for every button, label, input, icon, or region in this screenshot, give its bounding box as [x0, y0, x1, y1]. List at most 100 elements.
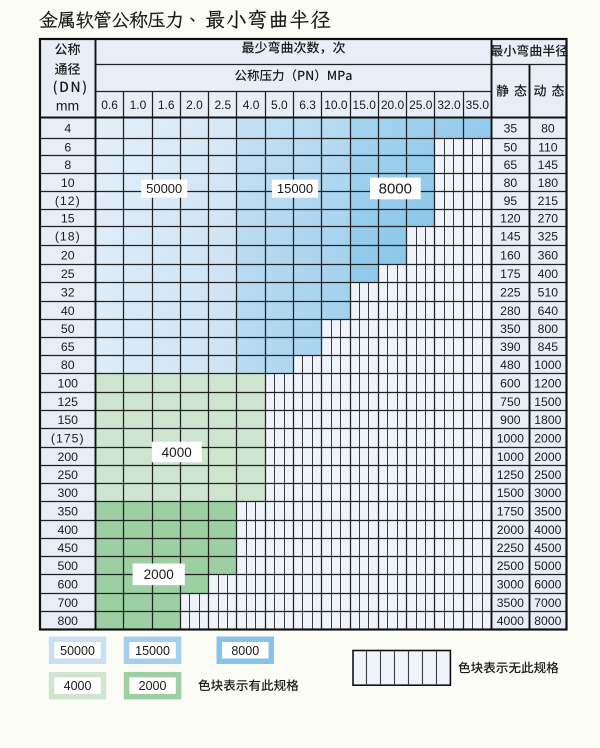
svg-text:0.6: 0.6	[101, 98, 118, 112]
svg-text:1.0: 1.0	[130, 98, 147, 112]
svg-text:80: 80	[504, 176, 518, 190]
svg-text:2.5: 2.5	[214, 98, 231, 112]
svg-text:80: 80	[541, 121, 555, 135]
svg-text:350: 350	[57, 504, 78, 518]
svg-text:50000: 50000	[60, 644, 95, 658]
svg-text:510: 510	[538, 285, 559, 299]
svg-text:40: 40	[61, 304, 75, 318]
svg-text:640: 640	[538, 304, 559, 318]
svg-text:35: 35	[504, 121, 518, 135]
svg-text:6.3: 6.3	[299, 98, 316, 112]
svg-text:20.0: 20.0	[381, 98, 405, 112]
svg-text:6000: 6000	[534, 577, 561, 591]
svg-text:5.0: 5.0	[271, 98, 288, 112]
svg-text:2500: 2500	[497, 559, 524, 573]
svg-text:300: 300	[57, 486, 78, 500]
svg-text:4000: 4000	[534, 523, 561, 537]
svg-text:700: 700	[57, 596, 78, 610]
svg-text:480: 480	[500, 358, 521, 372]
svg-text:6: 6	[64, 140, 71, 154]
svg-text:120: 120	[500, 211, 521, 225]
svg-text:280: 280	[500, 304, 521, 318]
svg-text:32.0: 32.0	[437, 98, 461, 112]
svg-text:2.0: 2.0	[186, 98, 203, 112]
svg-text:35.0: 35.0	[466, 98, 490, 112]
svg-text:400: 400	[538, 267, 559, 281]
svg-text:15000: 15000	[277, 181, 313, 196]
svg-text:32: 32	[61, 285, 75, 299]
svg-text:800: 800	[57, 614, 78, 628]
svg-text:2000: 2000	[139, 679, 167, 693]
svg-text:mm: mm	[56, 97, 79, 113]
svg-text:25.0: 25.0	[409, 98, 433, 112]
svg-text:180: 180	[538, 176, 559, 190]
svg-text:4: 4	[64, 121, 71, 135]
svg-text:150: 150	[57, 413, 78, 427]
svg-text:50000: 50000	[146, 181, 182, 196]
svg-text:4000: 4000	[162, 445, 192, 460]
svg-text:125: 125	[57, 395, 78, 409]
svg-text:450: 450	[57, 541, 78, 555]
svg-text:8000: 8000	[534, 614, 561, 628]
svg-text:95: 95	[504, 194, 518, 208]
svg-text:400: 400	[57, 523, 78, 537]
svg-text:2000: 2000	[534, 450, 561, 464]
svg-text:4000: 4000	[497, 614, 524, 628]
svg-text:110: 110	[538, 140, 558, 154]
svg-text:65: 65	[504, 158, 518, 172]
svg-text:2250: 2250	[497, 541, 524, 555]
svg-text:1500: 1500	[534, 395, 561, 409]
svg-text:4.0: 4.0	[243, 98, 260, 112]
svg-text:50: 50	[61, 322, 75, 336]
svg-text:8000: 8000	[231, 644, 259, 658]
svg-text:50: 50	[504, 140, 518, 154]
svg-text:175: 175	[500, 267, 521, 281]
svg-text:145: 145	[538, 158, 559, 172]
svg-text:145: 145	[500, 229, 521, 243]
svg-text:1.6: 1.6	[158, 98, 175, 112]
svg-text:15: 15	[61, 211, 75, 225]
svg-text:1200: 1200	[534, 376, 561, 390]
svg-text:325: 325	[538, 229, 559, 243]
svg-text:8: 8	[64, 158, 71, 172]
svg-text:7000: 7000	[534, 596, 561, 610]
svg-text:750: 750	[500, 395, 521, 409]
svg-text:20: 20	[61, 248, 75, 262]
svg-text:900: 900	[500, 413, 521, 427]
svg-text:(175): (175)	[51, 431, 85, 445]
svg-text:4500: 4500	[534, 541, 561, 555]
svg-text:15000: 15000	[135, 644, 170, 658]
svg-text:160: 160	[500, 248, 521, 262]
svg-text:1500: 1500	[497, 486, 524, 500]
svg-text:360: 360	[538, 248, 559, 262]
svg-text:100: 100	[57, 376, 78, 390]
svg-text:2000: 2000	[534, 431, 561, 445]
svg-text:270: 270	[538, 211, 559, 225]
svg-text:1000: 1000	[497, 431, 524, 445]
svg-text:500: 500	[57, 559, 78, 573]
svg-text:5000: 5000	[534, 559, 561, 573]
svg-text:390: 390	[500, 340, 521, 354]
svg-text:(18): (18)	[55, 229, 81, 243]
svg-text:250: 250	[57, 468, 78, 482]
svg-text:80: 80	[61, 358, 75, 372]
svg-text:10.0: 10.0	[324, 98, 348, 112]
svg-text:1000: 1000	[534, 358, 561, 372]
svg-text:(12): (12)	[55, 194, 81, 208]
svg-text:845: 845	[538, 340, 559, 354]
svg-text:8000: 8000	[379, 181, 412, 198]
svg-text:15.0: 15.0	[353, 98, 377, 112]
svg-text:1250: 1250	[497, 468, 524, 482]
svg-text:600: 600	[57, 577, 78, 591]
svg-text:4000: 4000	[64, 679, 92, 693]
svg-text:800: 800	[538, 322, 559, 336]
svg-text:3000: 3000	[534, 486, 561, 500]
svg-text:215: 215	[538, 194, 559, 208]
svg-text:1750: 1750	[497, 504, 524, 518]
svg-text:3000: 3000	[497, 577, 524, 591]
svg-text:3500: 3500	[534, 504, 561, 518]
svg-text:225: 225	[500, 285, 521, 299]
svg-text:2000: 2000	[497, 523, 524, 537]
svg-text:3500: 3500	[497, 596, 524, 610]
svg-text:2500: 2500	[534, 468, 561, 482]
